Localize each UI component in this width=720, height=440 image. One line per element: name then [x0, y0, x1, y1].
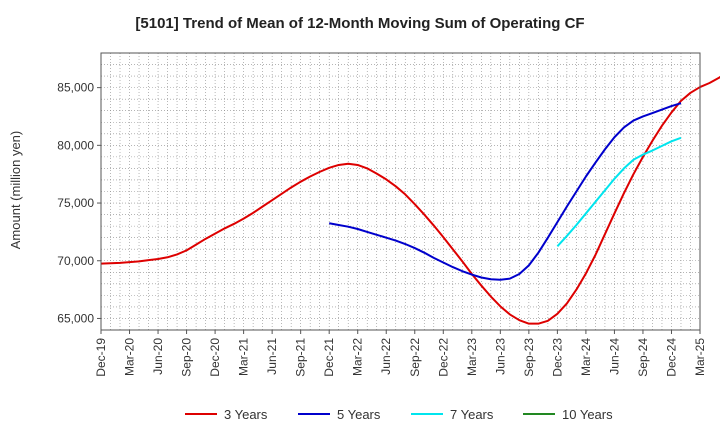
x-tick-label: Sep-21 — [294, 338, 308, 377]
y-tick-label: 65,000 — [57, 311, 94, 325]
legend-label: 3 Years — [224, 407, 268, 422]
y-axis-label: Amount (million yen) — [8, 131, 23, 250]
x-tick-label: Sep-20 — [180, 338, 194, 377]
series-group — [100, 75, 720, 325]
x-tick-label: Sep-23 — [522, 338, 536, 377]
x-tick-label: Dec-22 — [436, 338, 450, 377]
series-line-5-years — [329, 102, 682, 281]
x-tick-label: Mar-23 — [465, 338, 479, 376]
series-line-3-years — [100, 75, 720, 325]
y-axis-ticks: 65,000 70,000 75,000 80,000 85,000 — [57, 81, 101, 325]
x-tick-label: Mar-20 — [123, 338, 137, 376]
y-tick-label: 70,000 — [57, 254, 94, 268]
chart-title: [5101] Trend of Mean of 12-Month Moving … — [135, 15, 584, 32]
y-tick-label: 80,000 — [57, 138, 94, 152]
x-tick-label: Dec-23 — [550, 338, 564, 377]
x-tick-label: Jun-23 — [493, 338, 507, 375]
y-tick-label: 85,000 — [57, 81, 94, 95]
x-axis-ticks: Dec-19 Mar-20 Jun-20 Sep-20 Dec-20 Mar-21 Jun-… — [94, 330, 707, 377]
x-tick-label: Dec-24 — [664, 338, 678, 377]
x-tick-label: Sep-24 — [636, 338, 650, 377]
legend-label: 7 Years — [450, 407, 494, 422]
grid — [101, 53, 700, 330]
x-tick-label: Dec-20 — [208, 338, 222, 377]
x-tick-label: Jun-22 — [379, 338, 393, 375]
x-tick-label: Sep-22 — [408, 338, 422, 377]
series-line-7-years — [556, 136, 682, 247]
x-tick-label: Mar-25 — [693, 338, 707, 376]
x-tick-label: Mar-21 — [237, 338, 251, 376]
x-tick-label: Dec-19 — [94, 338, 108, 377]
x-tick-label: Mar-24 — [579, 338, 593, 376]
legend: 3 Years 5 Years 7 Years 10 Years — [185, 407, 613, 422]
x-tick-label: Mar-22 — [351, 338, 365, 376]
x-tick-label: Dec-21 — [322, 338, 336, 377]
legend-label: 5 Years — [337, 407, 381, 422]
legend-label: 10 Years — [562, 407, 613, 422]
x-tick-label: Jun-24 — [607, 338, 621, 375]
y-tick-label: 75,000 — [57, 196, 94, 210]
x-tick-label: Jun-21 — [265, 338, 279, 375]
plot-frame — [100, 52, 701, 331]
x-tick-label: Jun-20 — [151, 338, 165, 375]
